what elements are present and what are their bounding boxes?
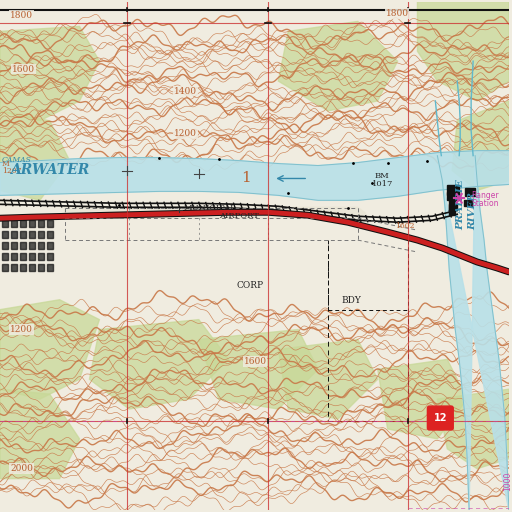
Polygon shape	[90, 319, 228, 409]
Bar	[11, 253, 17, 260]
Bar	[47, 264, 53, 271]
Bar	[11, 231, 17, 238]
Bar	[29, 253, 35, 260]
Polygon shape	[279, 339, 378, 419]
Bar	[47, 231, 53, 238]
Text: 1602: 1602	[396, 222, 415, 230]
Text: 1800: 1800	[10, 11, 33, 20]
Text: 1000: 1000	[503, 471, 512, 490]
Bar	[2, 220, 8, 227]
Bar	[20, 242, 26, 249]
Polygon shape	[0, 300, 99, 399]
Bar	[20, 231, 26, 238]
Bar	[20, 264, 26, 271]
Bar	[2, 264, 8, 271]
Polygon shape	[447, 185, 459, 215]
Polygon shape	[0, 27, 99, 121]
Text: MUNICIPAL: MUNICIPAL	[184, 204, 237, 212]
Bar	[464, 200, 472, 206]
Bar	[38, 264, 44, 271]
Text: 1200: 1200	[10, 325, 33, 334]
Text: 1600: 1600	[244, 357, 267, 366]
Text: CAMAS: CAMAS	[2, 156, 32, 163]
Polygon shape	[279, 22, 398, 111]
Text: 1200: 1200	[174, 129, 197, 138]
Text: 1800: 1800	[386, 9, 409, 18]
Bar	[29, 242, 35, 249]
Polygon shape	[0, 111, 70, 200]
Text: 1400: 1400	[174, 87, 197, 96]
Text: Ranger: Ranger	[471, 191, 499, 200]
Bar	[29, 231, 35, 238]
Bar	[38, 253, 44, 260]
Text: 1207: 1207	[2, 166, 22, 175]
Bar	[2, 242, 8, 249]
Text: 1017: 1017	[372, 180, 393, 188]
Bar	[2, 231, 8, 238]
Text: BM: BM	[375, 173, 390, 180]
Bar	[447, 193, 459, 200]
Polygon shape	[0, 151, 509, 200]
Text: ARWATER: ARWATER	[10, 163, 89, 178]
Text: BDY: BDY	[342, 296, 362, 305]
Text: M: M	[2, 160, 10, 167]
Polygon shape	[65, 207, 366, 218]
Text: 1: 1	[242, 172, 251, 185]
Polygon shape	[199, 330, 318, 409]
Bar	[11, 220, 17, 227]
Bar	[29, 220, 35, 227]
Polygon shape	[378, 359, 467, 439]
Bar	[38, 220, 44, 227]
Text: AIRPORT: AIRPORT	[219, 212, 259, 220]
Polygon shape	[417, 2, 509, 101]
Bar	[38, 231, 44, 238]
Text: Station: Station	[471, 199, 499, 208]
Bar	[2, 253, 8, 260]
Bar	[47, 220, 53, 227]
FancyBboxPatch shape	[428, 406, 453, 430]
Bar	[20, 220, 26, 227]
Text: 1600: 1600	[12, 65, 35, 74]
Bar	[47, 242, 53, 249]
Polygon shape	[452, 101, 509, 190]
Bar	[47, 253, 53, 260]
Text: CORP: CORP	[237, 281, 264, 290]
Bar	[29, 264, 35, 271]
Text: 2000: 2000	[10, 464, 33, 473]
Polygon shape	[0, 389, 79, 479]
Bar	[38, 242, 44, 249]
Bar	[20, 253, 26, 260]
Bar	[11, 242, 17, 249]
Bar	[465, 188, 475, 197]
Polygon shape	[437, 389, 509, 468]
Text: RIVER: RIVER	[468, 192, 478, 230]
Text: 12: 12	[434, 413, 447, 423]
Polygon shape	[437, 156, 509, 510]
Text: PRAIRIE: PRAIRIE	[457, 180, 466, 230]
Bar	[449, 204, 457, 210]
Bar	[11, 264, 17, 271]
